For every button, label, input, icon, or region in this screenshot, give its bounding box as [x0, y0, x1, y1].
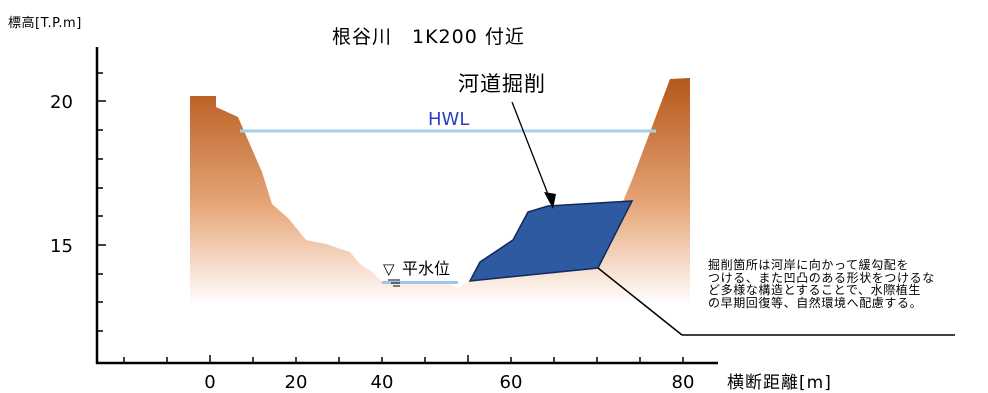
normal-water-symbol: ▽ — [383, 260, 395, 278]
x-tick-label-40: 40 — [371, 372, 394, 391]
normal-water-label: 平水位 — [402, 259, 450, 278]
x-tick-label-20: 20 — [285, 372, 308, 391]
dredge-label: 河道掘削 — [458, 68, 546, 98]
dredge-leader-line — [512, 102, 553, 207]
diagram-title: 根谷川 1K200 付近 — [332, 22, 525, 49]
y-tick-label-20: 20 — [50, 92, 73, 113]
x-tick-label-0: 0 — [204, 372, 215, 391]
note-line: の早期回復等、自然環境へ配慮する。 — [708, 296, 922, 310]
y-tick-label-15: 15 — [50, 236, 73, 257]
x-axis-unit-label: 横断距離[m] — [727, 368, 832, 393]
hwl-label: HWL — [428, 109, 469, 130]
annotation-note: 掘削箇所は河岸に向かって緩勾配を つける、また凹凸のある形状をつけるな ど多様な… — [708, 259, 935, 309]
x-tick-label-60: 60 — [500, 372, 523, 391]
x-tick-label-80: 80 — [672, 372, 695, 391]
y-tick-marks — [97, 73, 106, 331]
y-axis-unit-label: 標高[T.P.m] — [8, 12, 82, 31]
